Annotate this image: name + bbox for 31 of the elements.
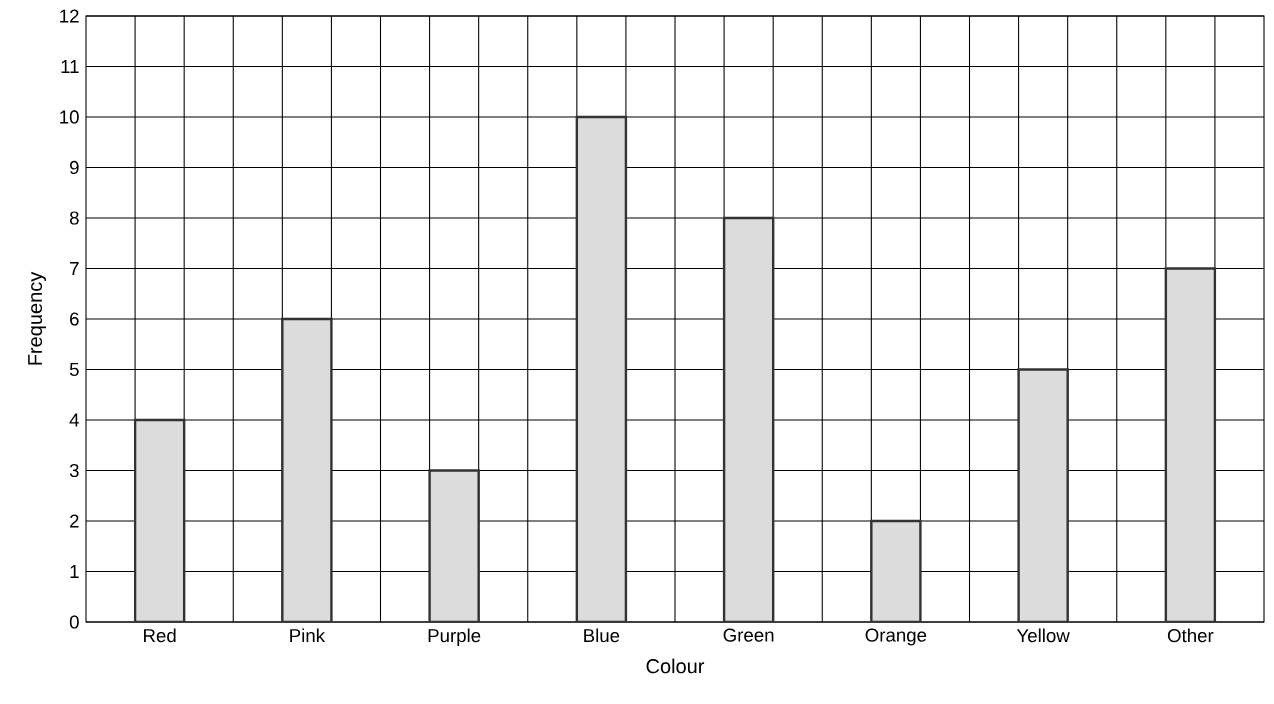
x-tick-label: Red — [144, 628, 176, 643]
bar — [870, 519, 922, 622]
x-tick-label: Other — [1167, 628, 1214, 643]
bar — [428, 469, 480, 622]
y-tick-label: 0 — [69, 615, 79, 629]
y-tick-label: 6 — [70, 312, 79, 326]
bar — [1164, 267, 1217, 622]
bar — [722, 216, 775, 622]
y-tick-label: 11 — [61, 60, 79, 73]
y-tick-label: 8 — [69, 211, 79, 225]
x-tick-label: Orange — [865, 628, 927, 646]
y-tick-label: 10 — [60, 110, 79, 124]
x-axis-title: Colour — [646, 658, 705, 674]
x-tick-label: Blue — [584, 628, 620, 643]
y-tick-label: 7 — [70, 262, 79, 275]
bar — [575, 115, 628, 622]
x-tick-label: Pink — [290, 628, 326, 643]
y-tick-label: 2 — [70, 514, 79, 528]
bar — [133, 418, 186, 622]
y-tick-label: 9 — [70, 160, 79, 175]
x-tick-label: Yellow — [1016, 628, 1070, 643]
y-axis-title: Frequency — [28, 271, 47, 365]
y-tick-label: 5 — [69, 362, 79, 377]
bar — [1017, 368, 1069, 622]
x-tick-label: Purple — [428, 628, 481, 646]
bar — [281, 317, 333, 622]
y-tick-label: 1 — [70, 565, 79, 578]
y-tick-label: 3 — [69, 463, 79, 478]
y-tick-label: 4 — [69, 413, 79, 427]
x-tick-label: Green — [723, 628, 774, 642]
y-tick-label: 12 — [60, 9, 79, 23]
